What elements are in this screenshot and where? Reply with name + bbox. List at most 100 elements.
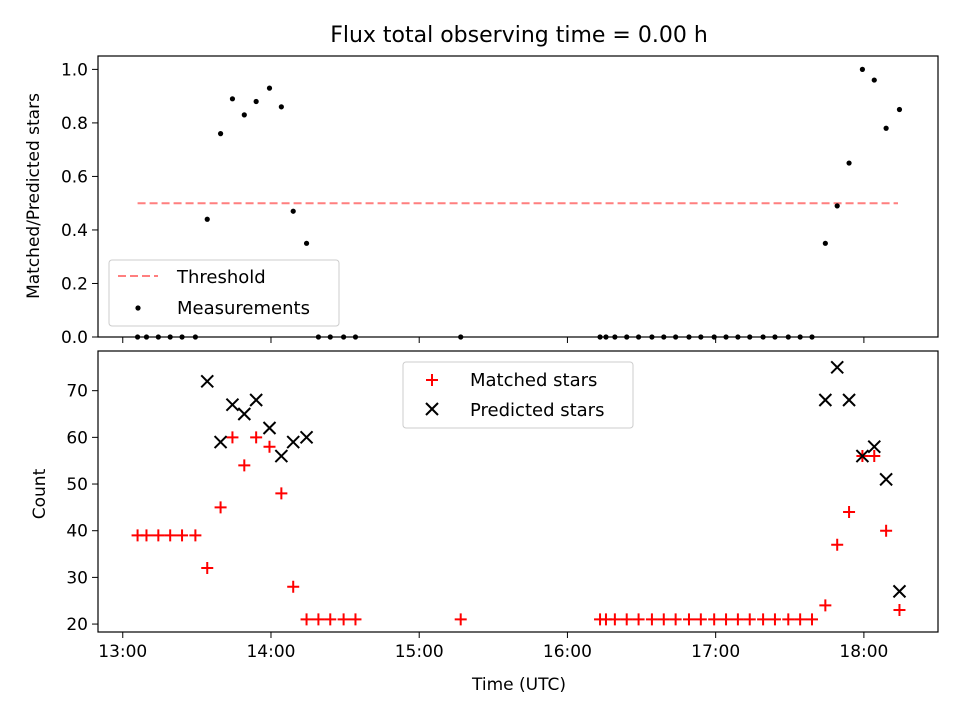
bottom-series-matched-stars: [131, 431, 906, 626]
matched-star-point: [287, 580, 300, 593]
matched-star-point: [275, 487, 288, 500]
matched-star-point: [757, 613, 770, 626]
measurements-legend-swatch: [135, 305, 141, 311]
predicted-star-point: [855, 449, 870, 463]
matched-star-point: [312, 613, 325, 626]
matched-star-point: [794, 613, 807, 626]
top-legend: Threshold Measurements: [108, 259, 340, 327]
bottom-legend-box: [402, 361, 634, 429]
measurement-point: [253, 98, 259, 105]
measurement-point: [217, 131, 224, 137]
predicted-star-point: [213, 435, 228, 449]
matched-star-point: [782, 613, 795, 626]
predicted-star-point: [237, 407, 252, 421]
predicted-star-point: [818, 393, 833, 407]
bottom-y-tick-label: 60: [66, 428, 88, 448]
chart-title: Flux total observing time = 0.00 h: [330, 23, 708, 48]
predicted-star-point: [262, 421, 277, 435]
top-panel-plot-area: 0.0 0.2 0.4 0.6 0.8 1.0: [61, 55, 939, 348]
measurement-point: [290, 208, 296, 214]
bottom-x-tick-label: 14:00: [246, 642, 295, 662]
top-y-tick-label: 0.2: [61, 274, 88, 294]
top-y-tick-label: 0.6: [61, 167, 88, 187]
measurement-point: [834, 203, 840, 209]
measurement-point: [266, 85, 273, 91]
matched-star-point: [632, 613, 645, 626]
matched-star-point: [324, 613, 337, 626]
matched-star-point: [164, 529, 177, 542]
matched-star-point: [300, 613, 313, 626]
predicted-star-point: [274, 449, 289, 463]
top-legend-box: [108, 259, 340, 327]
matched-star-point: [868, 450, 881, 463]
measurement-point: [204, 216, 210, 222]
bottom-x-tick-label: 16:00: [543, 642, 592, 662]
matched-star-point: [226, 431, 239, 444]
top-y-axis-label: Matched/Predicted stars: [24, 93, 44, 299]
predicted-star-point: [299, 430, 314, 445]
matched-star-point: [880, 524, 893, 537]
matched-star-point: [720, 613, 733, 626]
top-y-tick-label: 1.0: [61, 60, 88, 80]
matched-star-point: [682, 613, 695, 626]
bottom-axes-frame: [97, 350, 939, 633]
matched-star-point: [201, 562, 214, 575]
measurement-point: [859, 66, 866, 72]
matched-star-point: [189, 529, 202, 542]
measurements-legend-label: Measurements: [177, 298, 310, 319]
matched-star-point: [263, 440, 276, 453]
matched-star-point: [893, 604, 906, 617]
matched-legend-swatch: [426, 374, 438, 386]
top-series-measurements: [134, 66, 903, 340]
matched-star-point: [694, 613, 707, 626]
matched-star-point: [831, 538, 844, 551]
matched-star-point: [454, 613, 467, 626]
measurement-point: [229, 96, 236, 102]
bottom-y-tick-label: 50: [66, 475, 88, 495]
bottom-x-tick-label: 17:00: [691, 642, 740, 662]
matched-star-point: [768, 613, 781, 626]
predicted-star-point: [249, 393, 263, 407]
bottom-y-tick-label: 20: [66, 615, 88, 635]
matched-star-point: [657, 613, 670, 626]
bottom-legend: Matched stars Predicted stars: [402, 361, 634, 429]
matched-star-point: [152, 529, 165, 542]
top-y-tick-label: 0.0: [61, 328, 88, 348]
matched-star-point: [620, 613, 633, 626]
bottom-y-axis-label: Count: [30, 468, 50, 519]
bottom-x-tick-label: 13:00: [98, 642, 147, 662]
matched-star-point: [349, 613, 362, 626]
matched-star-point: [140, 529, 153, 542]
matched-star-point: [743, 613, 756, 626]
measurement-point: [846, 160, 852, 166]
predicted-star-point: [830, 360, 844, 375]
measurement-point: [822, 240, 828, 246]
bottom-y-tick-label: 40: [66, 522, 88, 542]
matched-star-point: [806, 613, 819, 626]
matched-star-point: [250, 431, 263, 444]
threshold-legend-label: Threshold: [176, 267, 266, 288]
bottom-panel-plot-area: 13:00 14:00 15:00 16:00 17:00 18:00 20 30 40 50 60…: [66, 350, 939, 662]
measurement-point: [871, 77, 877, 83]
matched-star-point: [645, 613, 658, 626]
bottom-y-tick-label: 30: [66, 568, 88, 588]
matched-star-point: [708, 613, 721, 626]
predicted-legend-swatch: [425, 402, 439, 416]
predicted-star-point: [842, 393, 856, 407]
top-y-tick-label: 0.4: [61, 221, 88, 241]
matched-star-point: [337, 613, 350, 626]
matched-star-point: [731, 613, 744, 626]
bottom-series-predicted-stars: [200, 360, 907, 599]
matched-star-point: [608, 613, 621, 626]
measurement-point: [303, 240, 310, 246]
predicted-star-point: [225, 397, 240, 412]
matched-legend-label: Matched stars: [470, 370, 597, 391]
top-y-tick-label: 0.8: [61, 114, 88, 134]
top-axes-frame: [97, 55, 939, 338]
bottom-x-axis-label: Time (UTC): [471, 675, 566, 695]
measurement-point: [241, 112, 247, 118]
predicted-legend-label: Predicted stars: [470, 400, 604, 421]
matched-star-point: [214, 501, 227, 514]
